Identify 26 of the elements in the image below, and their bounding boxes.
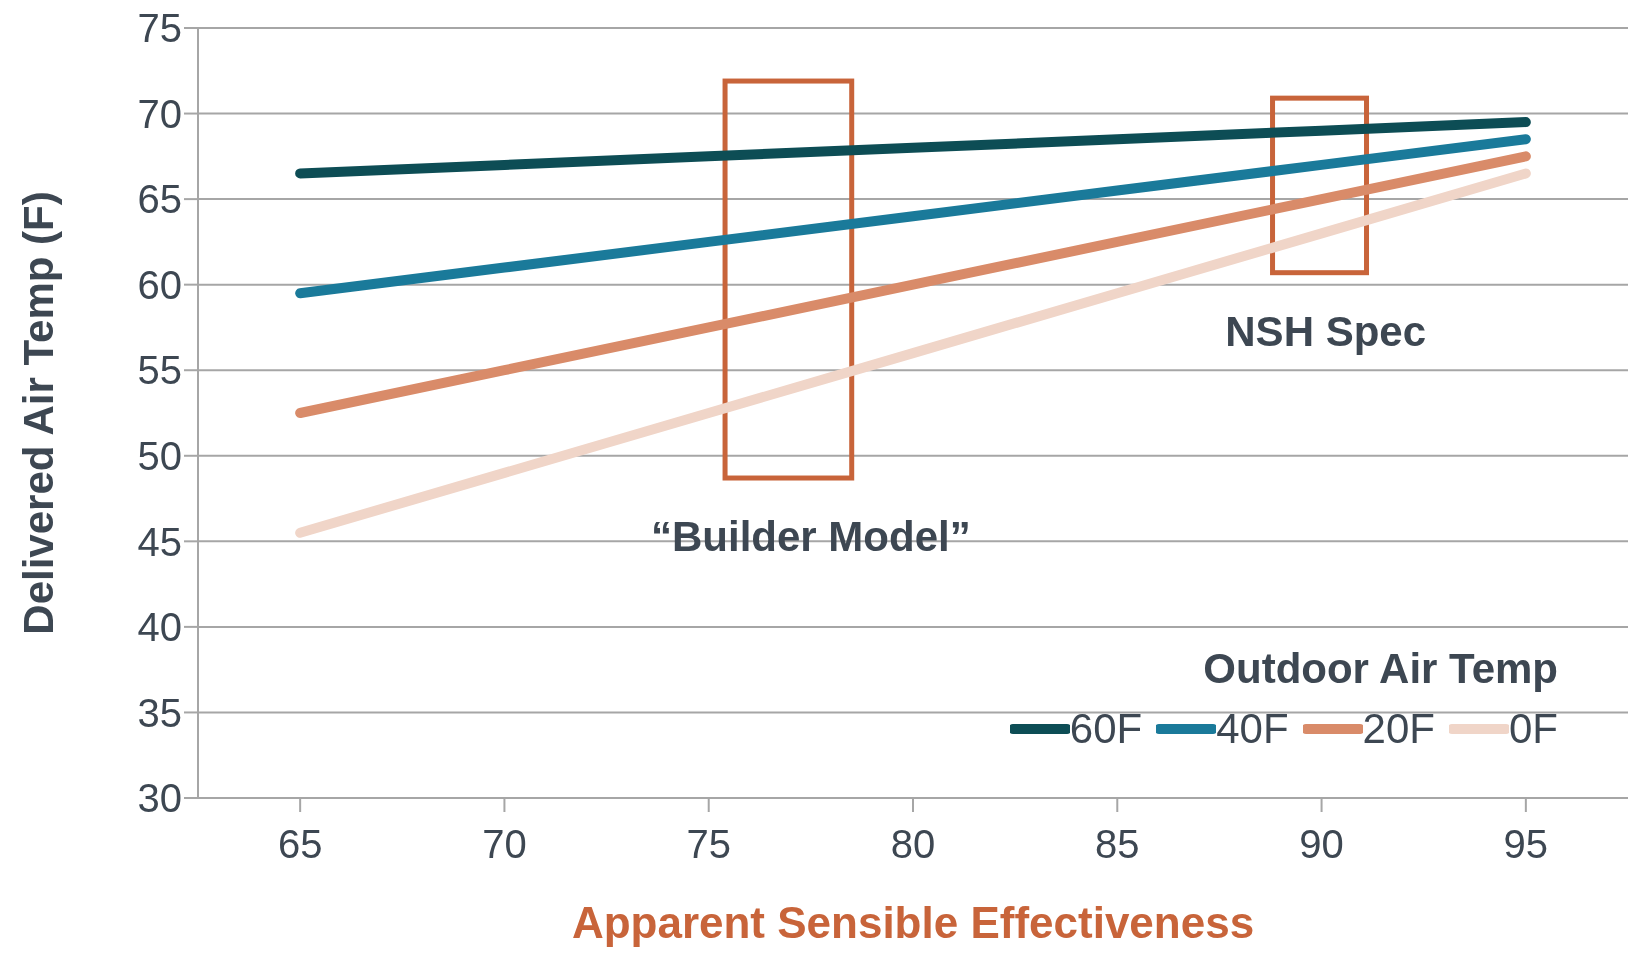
x-axis-title: Apparent Sensible Effectiveness [571,898,1255,947]
y-tick-label: 30 [137,776,182,821]
x-tick-label: 95 [1503,822,1549,867]
x-tick-label: 70 [482,822,527,867]
legend-title: Outdoor Air Temp [1202,645,1559,693]
legend-label: 40F [1216,705,1289,753]
y-tick-label: 50 [137,433,182,478]
y-axis-title: Delivered Air Temp (F) [14,191,62,635]
y-tick-label: 55 [137,348,182,393]
annotation: NSH Spec [1225,307,1427,355]
x-tick-label: 85 [1095,822,1140,867]
y-tick-label: 35 [137,690,182,735]
annotation: “Builder Model” [651,513,971,561]
y-tick-label: 40 [137,605,182,650]
legend-label: 0F [1508,705,1558,753]
x-tick-label: 90 [1299,822,1344,867]
x-tick-label: 65 [277,822,323,867]
y-tick-label: 60 [137,262,182,307]
y-tick-label: 65 [137,177,182,222]
y-tick-label: 45 [137,519,182,564]
x-tick-label: 75 [686,822,731,867]
y-tick-label: 70 [137,91,182,136]
legend-label: 60F [1069,705,1143,753]
legend-label: 20F [1362,705,1435,753]
y-tick-label: 75 [137,6,182,51]
x-tick-label: 80 [890,822,936,867]
